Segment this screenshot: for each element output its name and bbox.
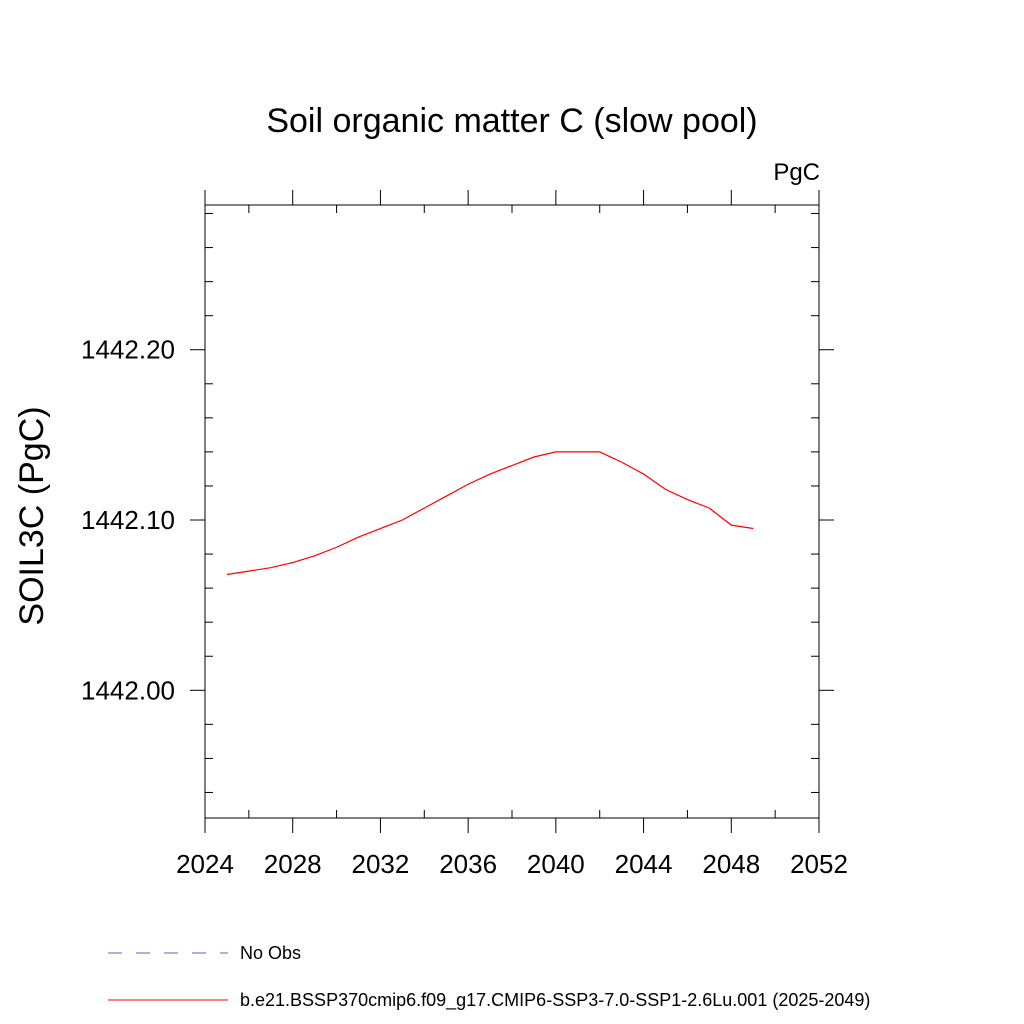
- y-tick-label: 1442.00: [81, 675, 175, 705]
- x-tick-label: 2028: [264, 849, 322, 879]
- legend-label-1: b.e21.BSSP370cmip6.f09_g17.CMIP6-SSP3-7.…: [240, 990, 870, 1011]
- plot-frame: [204, 204, 820, 819]
- x-tick-label: 2032: [352, 849, 410, 879]
- series-line-1: [226, 451, 754, 576]
- x-tick-label: 2024: [176, 849, 234, 879]
- chart-title: Soil organic matter C (slow pool): [266, 102, 757, 140]
- units-label: PgC: [773, 159, 820, 186]
- legend-label-0: No Obs: [240, 943, 301, 963]
- series-lines: [226, 451, 754, 576]
- x-tick-label: 2052: [790, 849, 848, 879]
- x-tick-label: 2040: [527, 849, 585, 879]
- x-tick-label: 2044: [615, 849, 673, 879]
- x-tick-label: 2048: [702, 849, 760, 879]
- legend: No Obs b.e21.BSSP370cmip6.f09_g17.CMIP6-S…: [108, 943, 870, 1011]
- axis-ticks: [190, 190, 834, 833]
- x-tick-label: 2036: [439, 849, 497, 879]
- y-tick-label: 1442.20: [81, 335, 175, 365]
- y-tick-label: 1442.10: [81, 505, 175, 535]
- y-axis-label: SOIL3C (PgC): [13, 406, 51, 625]
- tick-labels: 2024 2028 2032 2036 2040 2044 2048 2052 1442.00 1…: [81, 335, 848, 879]
